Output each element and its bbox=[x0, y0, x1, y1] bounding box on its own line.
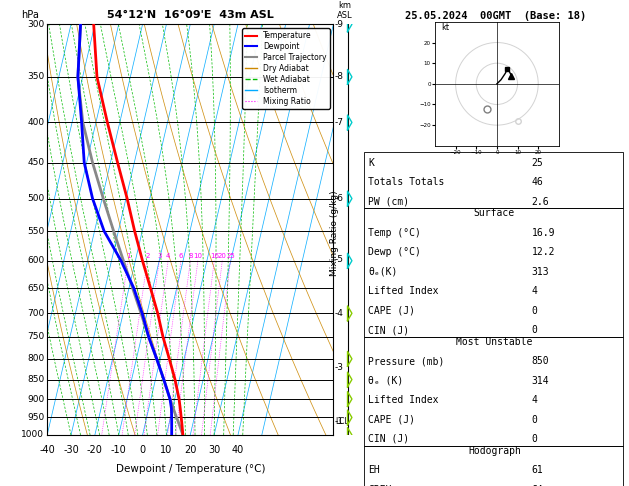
Text: 6: 6 bbox=[179, 253, 183, 259]
Text: 4: 4 bbox=[532, 286, 537, 296]
Text: 12.2: 12.2 bbox=[532, 247, 555, 258]
Text: -4: -4 bbox=[335, 309, 343, 318]
Text: CAPE (J): CAPE (J) bbox=[368, 306, 415, 316]
Text: 550: 550 bbox=[27, 226, 44, 236]
Text: -7: -7 bbox=[335, 118, 344, 127]
Text: 40: 40 bbox=[232, 445, 244, 455]
Text: 16.9: 16.9 bbox=[532, 228, 555, 238]
Text: 4: 4 bbox=[532, 395, 537, 405]
Text: Lifted Index: Lifted Index bbox=[368, 395, 438, 405]
Text: 54°12'N  16°09'E  43m ASL: 54°12'N 16°09'E 43m ASL bbox=[107, 10, 274, 20]
Text: hPa: hPa bbox=[21, 10, 39, 20]
Text: 2.6: 2.6 bbox=[532, 197, 549, 207]
Text: 300: 300 bbox=[27, 20, 44, 29]
Text: CAPE (J): CAPE (J) bbox=[368, 415, 415, 425]
Text: 0: 0 bbox=[532, 415, 537, 425]
Text: 900: 900 bbox=[27, 395, 44, 403]
Text: 314: 314 bbox=[532, 376, 549, 386]
Text: Dewp (°C): Dewp (°C) bbox=[368, 247, 421, 258]
Text: 30: 30 bbox=[208, 445, 220, 455]
Text: 20: 20 bbox=[218, 253, 226, 259]
Text: 313: 313 bbox=[532, 267, 549, 277]
Text: -1: -1 bbox=[335, 417, 344, 426]
Text: 0: 0 bbox=[140, 445, 146, 455]
Text: 350: 350 bbox=[27, 72, 44, 81]
Text: -6: -6 bbox=[335, 194, 344, 203]
Text: -40: -40 bbox=[39, 445, 55, 455]
Text: -8: -8 bbox=[335, 72, 344, 81]
Text: 800: 800 bbox=[27, 354, 44, 364]
Text: 0: 0 bbox=[532, 434, 537, 444]
Text: 750: 750 bbox=[27, 332, 44, 341]
Text: -30: -30 bbox=[63, 445, 79, 455]
Text: 64: 64 bbox=[532, 485, 543, 486]
Text: 61: 61 bbox=[532, 465, 543, 475]
Text: 650: 650 bbox=[27, 283, 44, 293]
Text: θₑ (K): θₑ (K) bbox=[368, 376, 403, 386]
Text: θₑ(K): θₑ(K) bbox=[368, 267, 398, 277]
Text: 0: 0 bbox=[532, 306, 537, 316]
Text: 0: 0 bbox=[532, 325, 537, 335]
Text: -9: -9 bbox=[335, 20, 344, 29]
Text: 950: 950 bbox=[27, 413, 44, 422]
Text: CIN (J): CIN (J) bbox=[368, 325, 409, 335]
Text: Most Unstable: Most Unstable bbox=[456, 337, 533, 347]
Text: 25.05.2024  00GMT  (Base: 18): 25.05.2024 00GMT (Base: 18) bbox=[404, 11, 586, 21]
Text: SREH: SREH bbox=[368, 485, 391, 486]
Text: Dewpoint / Temperature (°C): Dewpoint / Temperature (°C) bbox=[116, 464, 265, 474]
Legend: Temperature, Dewpoint, Parcel Trajectory, Dry Adiabat, Wet Adiabat, Isotherm, Mi: Temperature, Dewpoint, Parcel Trajectory… bbox=[242, 28, 330, 109]
Text: 10: 10 bbox=[193, 253, 203, 259]
Text: 2: 2 bbox=[145, 253, 150, 259]
Text: 500: 500 bbox=[27, 194, 44, 203]
Text: 850: 850 bbox=[27, 375, 44, 384]
Text: Hodograph: Hodograph bbox=[468, 446, 521, 456]
Text: 450: 450 bbox=[27, 158, 44, 167]
Text: 25: 25 bbox=[226, 253, 235, 259]
Text: 1000: 1000 bbox=[21, 431, 44, 439]
Text: PW (cm): PW (cm) bbox=[368, 197, 409, 207]
Text: kt: kt bbox=[441, 23, 449, 32]
Text: 4: 4 bbox=[166, 253, 170, 259]
Text: 46: 46 bbox=[532, 177, 543, 188]
Text: K: K bbox=[368, 158, 374, 168]
Text: Totals Totals: Totals Totals bbox=[368, 177, 444, 188]
Text: km
ASL: km ASL bbox=[337, 1, 353, 20]
Text: Mixing Ratio (g/kg): Mixing Ratio (g/kg) bbox=[330, 191, 339, 276]
Text: 700: 700 bbox=[27, 309, 44, 318]
Text: -3: -3 bbox=[335, 363, 344, 372]
Text: 8: 8 bbox=[188, 253, 192, 259]
Text: Pressure (mb): Pressure (mb) bbox=[368, 356, 444, 366]
Text: -20: -20 bbox=[87, 445, 103, 455]
Text: 10: 10 bbox=[160, 445, 172, 455]
Text: -5: -5 bbox=[335, 255, 344, 263]
Text: 3: 3 bbox=[157, 253, 162, 259]
Text: CIN (J): CIN (J) bbox=[368, 434, 409, 444]
Text: 16: 16 bbox=[209, 253, 219, 259]
Text: 1: 1 bbox=[126, 253, 130, 259]
Text: 850: 850 bbox=[532, 356, 549, 366]
Text: 25: 25 bbox=[532, 158, 543, 168]
Text: 20: 20 bbox=[184, 445, 196, 455]
Text: EH: EH bbox=[368, 465, 380, 475]
Text: LCL: LCL bbox=[335, 417, 348, 426]
Text: -10: -10 bbox=[111, 445, 126, 455]
Text: Temp (°C): Temp (°C) bbox=[368, 228, 421, 238]
Text: Lifted Index: Lifted Index bbox=[368, 286, 438, 296]
Text: Surface: Surface bbox=[474, 208, 515, 219]
Text: 400: 400 bbox=[27, 118, 44, 127]
Text: 600: 600 bbox=[27, 256, 44, 265]
